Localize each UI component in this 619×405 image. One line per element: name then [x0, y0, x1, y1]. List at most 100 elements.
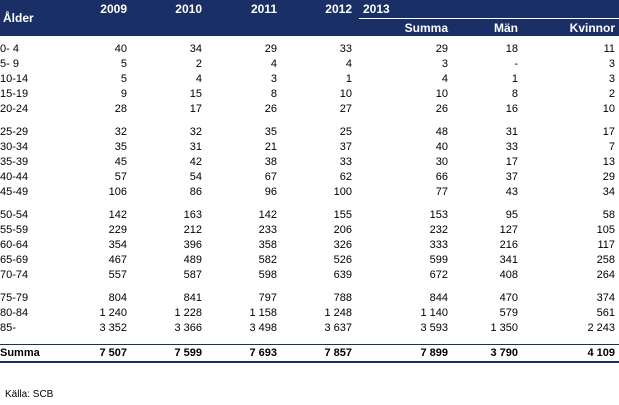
value-cell: 3 637	[324, 322, 352, 334]
value-cell: 43	[505, 186, 518, 198]
value-cell: 96	[264, 186, 277, 198]
value-cell: 264	[596, 269, 616, 281]
subheader-man: Män	[452, 18, 522, 36]
value-cell: 467	[108, 254, 127, 266]
table-row: 10-14 5 4 3 1 4 1 3	[0, 72, 619, 87]
value-cell: 35	[114, 141, 127, 153]
value-cell: 10	[339, 88, 352, 100]
value-cell: 34	[602, 186, 616, 198]
value-cell: 2 243	[587, 322, 616, 334]
value-cell: 105	[596, 224, 616, 236]
gap-cell	[0, 336, 619, 345]
value-cell: 58	[602, 209, 616, 221]
value-cell: 3 366	[174, 322, 202, 334]
group-gap	[0, 200, 619, 208]
value-cell: 17	[189, 103, 202, 115]
year-header-2009: 2009	[56, 0, 131, 19]
value-cell: 1 140	[420, 307, 448, 319]
age-label: 35-39	[0, 156, 29, 168]
value-cell: 62	[339, 171, 352, 183]
value-cell: 3	[608, 73, 616, 85]
value-cell: 598	[258, 269, 277, 281]
value-cell: 142	[108, 209, 127, 221]
age-statistics-table: Ålder 2009 2010 2011 2012 2013 Summa Män…	[0, 0, 619, 363]
value-cell: 17	[505, 156, 518, 168]
age-label: 50-54	[0, 209, 29, 221]
table-row: 65-69 467 489 582 526 599 341 258	[0, 253, 619, 268]
value-cell: 16	[505, 103, 518, 115]
table-body: Ålder 2009 2010 2011 2012 2013 Summa Män…	[0, 0, 619, 363]
value-cell: 86	[189, 186, 202, 198]
table-row: 40-44 57 54 67 62 66 37 29	[0, 170, 619, 185]
value-cell: 216	[499, 239, 518, 251]
age-label: 55-59	[0, 224, 29, 236]
table-row: 55-59 229 212 233 206 232 127 105	[0, 223, 619, 238]
value-cell: 8	[270, 88, 277, 100]
table-row: 25-29 32 32 35 25 48 31 17	[0, 125, 619, 140]
header-row-years: Ålder 2009 2010 2011 2012 2013	[0, 0, 619, 36]
table-row: 70-74 557 587 598 639 672 408 264	[0, 268, 619, 283]
value-cell: 26	[435, 103, 448, 115]
value-cell: 100	[333, 186, 352, 198]
age-label: Summa	[0, 344, 56, 363]
value-cell: 33	[339, 43, 352, 55]
value-cell: 358	[258, 239, 277, 251]
value-cell: 212	[183, 224, 202, 236]
value-cell: 95	[505, 209, 518, 221]
age-label: 65-69	[0, 254, 29, 266]
value-cell: 142	[258, 209, 277, 221]
value-cell: 5	[120, 73, 127, 85]
value-cell: 561	[596, 307, 616, 319]
value-cell: 25	[339, 126, 352, 138]
table-row: 60-64 354 396 358 326 333 216 117	[0, 238, 619, 253]
value-cell: 4	[195, 73, 202, 85]
header-row-subcolumns: Summa Män Kvinnor	[0, 18, 619, 36]
age-label: 70-74	[0, 269, 29, 281]
value-cell: 28	[114, 103, 127, 115]
value-cell: 7 599	[131, 344, 206, 363]
value-cell: 582	[258, 254, 277, 266]
value-cell: 1 158	[249, 307, 277, 319]
age-label: 20-24	[0, 103, 29, 115]
value-cell: 599	[429, 254, 448, 266]
value-cell: 408	[499, 269, 518, 281]
table-row: 85- 3 352 3 366 3 498 3 637 3 593 1 350 2 243	[0, 321, 619, 336]
value-cell: 42	[189, 156, 202, 168]
table-row: 45-49 106 86 96 100 77 43 34	[0, 185, 619, 200]
year-header-2010: 2010	[131, 0, 206, 19]
value-cell: 1	[345, 73, 352, 85]
value-cell: 579	[499, 307, 518, 319]
value-cell: 33	[339, 156, 352, 168]
value-cell: 35	[264, 126, 277, 138]
value-cell: 7 507	[56, 344, 131, 363]
value-cell: 29	[264, 43, 277, 55]
value-cell: 54	[189, 171, 202, 183]
value-cell: 127	[499, 224, 518, 236]
age-label: 25-29	[0, 126, 29, 138]
table-row: 30-34 35 31 21 37 40 33 7	[0, 140, 619, 155]
value-cell: 40	[114, 43, 127, 55]
value-cell: 27	[339, 103, 352, 115]
value-cell: 2	[195, 58, 202, 70]
group-gap	[0, 336, 619, 345]
value-cell: 163	[183, 209, 202, 221]
value-cell: 32	[189, 126, 202, 138]
value-cell: 797	[258, 292, 277, 304]
value-cell: 341	[499, 254, 518, 266]
value-cell: 7	[608, 141, 616, 153]
value-cell: 3	[270, 73, 277, 85]
value-cell: 29	[435, 43, 448, 55]
value-cell: 29	[602, 171, 616, 183]
value-cell: 374	[596, 292, 616, 304]
table-row: 75-79 804 841 797 788 844 470 374	[0, 291, 619, 306]
value-cell: 4	[441, 73, 448, 85]
value-cell: 639	[333, 269, 352, 281]
header-empty-2009	[56, 18, 131, 36]
value-cell: 77	[435, 186, 448, 198]
spacer-cell	[356, 344, 359, 363]
value-cell: 844	[429, 292, 448, 304]
value-cell: 1 350	[490, 322, 518, 334]
age-label: 5- 9	[0, 58, 19, 70]
value-cell: 3 790	[452, 344, 522, 363]
value-cell: 18	[505, 43, 518, 55]
